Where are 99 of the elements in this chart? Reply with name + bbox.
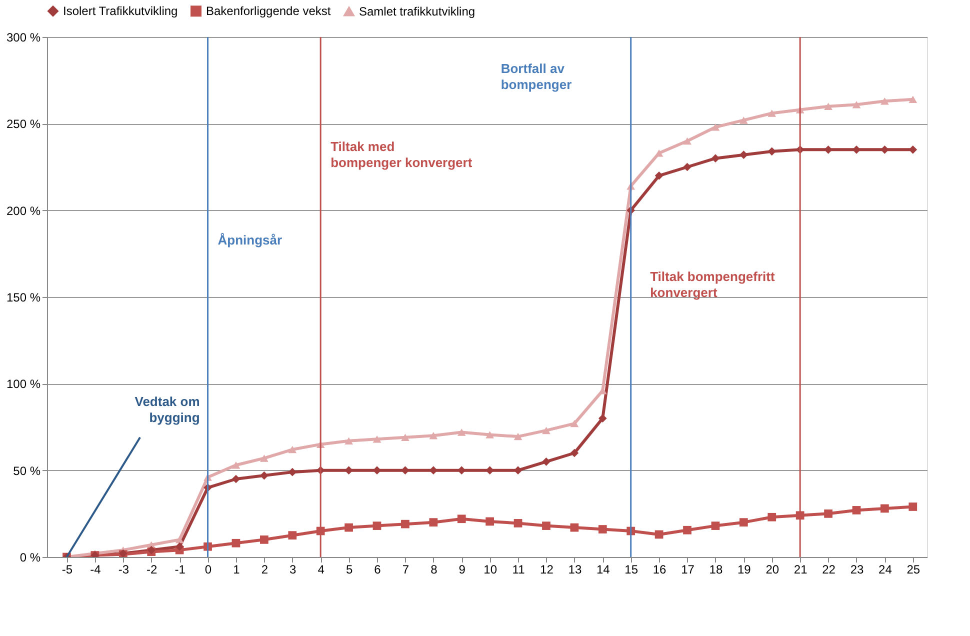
point [486,431,494,438]
point [880,504,889,513]
y-tick-label: 300 % [6,30,41,44]
x-tick-label: 17 [681,562,695,576]
point [542,522,550,530]
x-tick-label: 14 [596,562,610,576]
point [824,102,832,110]
point [654,171,664,180]
point [683,137,692,145]
x-tick-label: 18 [709,562,723,576]
y-tick-label: 0 % [20,550,41,564]
x-tick-label: 3 [290,562,297,576]
x-tick-label: 9 [458,562,466,576]
point [401,466,410,475]
ref-line-label: Bortfall av bompenger [500,61,572,92]
point [768,110,776,117]
point [514,519,522,528]
x-tick-label: 24 [878,562,892,576]
point [372,522,382,530]
y-tick-label: 150 % [6,290,41,304]
x-tick-label: 0 [204,562,212,576]
point [852,506,861,514]
point [457,428,466,436]
legend-label: Isolert Trafikkutvikling [63,4,178,18]
point [260,454,268,462]
point [486,517,494,526]
point [598,414,607,423]
point [260,535,268,544]
x-tick-label: -3 [118,562,130,576]
x-tick-label: -2 [146,562,158,576]
y-tick-label: 250 % [6,117,41,132]
point [880,98,889,105]
x-tick-label: 25 [906,562,920,576]
point [570,420,579,428]
x-tick-label: 21 [794,562,808,576]
x-tick-label: 20 [766,562,780,576]
point [401,434,410,442]
x-tick-label: -5 [62,562,73,576]
point [654,530,664,539]
point [598,525,607,534]
x-tick-label: -4 [90,562,102,576]
x-tick-label: 11 [512,562,526,576]
annotation: Vedtak om bygging [134,394,200,425]
point [175,536,184,544]
point [908,96,918,104]
point [683,526,692,534]
x-tick-label: 1 [233,562,240,576]
x-tick-label: 7 [402,562,410,576]
point [570,448,579,458]
point [739,518,748,527]
point [768,512,776,522]
point [429,518,438,527]
point [711,522,720,530]
legend-label: Samlet trafikkutvikling [359,4,476,18]
point [457,514,466,524]
point [175,542,184,551]
x-tick-label: 10 [484,562,498,576]
x-tick-label: 4 [318,562,325,576]
y-tick-label: 100 % [6,377,41,392]
y-tick-label: 200 % [6,204,41,218]
point [570,523,579,532]
x-tick-label: 23 [850,562,864,576]
ref-line-label: Åpningsår [218,232,282,248]
point [824,145,832,154]
x-tick-label: 13 [568,562,582,576]
point [908,502,918,511]
y-tick-label: 50 % [13,464,41,478]
point [232,474,240,484]
point [232,538,240,548]
ref-line-label: Tiltak med bompenger konvergert [330,139,473,170]
x-tick-label: 8 [430,562,438,576]
x-tick-label: 6 [374,562,382,576]
x-tick-label: -1 [174,562,186,576]
point [344,523,353,532]
x-tick-label: 22 [822,562,836,576]
point [852,100,861,108]
x-tick-label: 2 [261,562,268,576]
x-tick-label: 19 [737,562,752,576]
point [542,426,550,434]
point [683,162,692,172]
point [542,457,550,466]
point [344,466,353,475]
point [372,436,382,443]
x-tick-label: 15 [624,562,638,576]
point [514,432,522,440]
point [288,446,297,454]
x-tick-label: 16 [652,562,667,576]
point [739,116,748,124]
legend-label: Bakenforliggende vekst [206,4,332,18]
x-tick-label: 12 [540,562,554,576]
ref-line-label: Tiltak bompengefritt konvergert [650,269,776,300]
point [429,432,438,440]
point [344,437,353,444]
point [711,124,720,131]
point [232,462,240,469]
point [824,509,832,518]
point [401,520,410,528]
x-tick-label: 5 [346,562,353,576]
point [288,531,297,540]
